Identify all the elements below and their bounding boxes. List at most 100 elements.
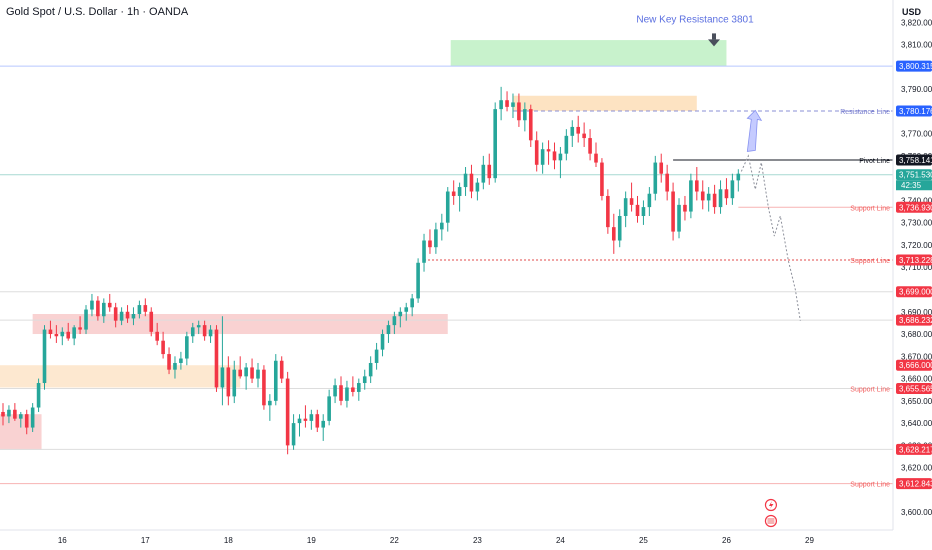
candles-layer: [1, 86, 741, 455]
candle-body: [629, 198, 634, 205]
time-axis[interactable]: 16 17 18 19 22 23 24 25 26 29: [0, 529, 893, 545]
candle-body: [13, 409, 17, 419]
candle-body: [36, 383, 41, 408]
price-badge-text: 3,780.176: [899, 107, 932, 116]
candle-body: [368, 362, 373, 377]
level-label: Support Line: [850, 482, 890, 489]
candle-body: [54, 334, 59, 337]
candle-body: [303, 418, 308, 421]
arrow-head: [708, 39, 721, 47]
candle-body: [256, 369, 260, 379]
candle-body: [416, 262, 420, 299]
candle-body: [683, 204, 687, 212]
candle-body: [250, 367, 254, 379]
candle-body: [404, 307, 409, 312]
candle-body: [611, 227, 616, 241]
candle-body: [161, 340, 165, 355]
candle-body: [410, 298, 414, 308]
candle-body: [339, 385, 343, 401]
candle-body: [185, 336, 189, 359]
candle-body: [202, 325, 207, 337]
countdown-badge: [896, 180, 932, 191]
levels-layer: Resistance Line Pivot Line Support Line Sup…: [0, 65, 893, 489]
candle-body: [131, 313, 136, 319]
candle-body: [552, 151, 557, 161]
price-badge: [896, 254, 932, 266]
candle-body: [730, 180, 735, 199]
candle-body: [113, 307, 118, 321]
price-badge-text: 3,751.530: [899, 171, 932, 180]
candle-body: [558, 153, 563, 161]
up-arrow-icon: [746, 109, 763, 152]
level-label: Support Line: [850, 258, 890, 265]
candle-body: [445, 191, 450, 223]
candle-body: [232, 369, 237, 397]
resistance-zone: [450, 40, 727, 67]
candle-body: [297, 418, 302, 424]
candle-body: [90, 300, 94, 310]
price-badge: [896, 154, 932, 166]
price-badge: [896, 443, 932, 455]
candle-body: [659, 162, 664, 174]
y-tick-label: 3,770.000: [901, 130, 932, 139]
price-badge-text: 3,666.000: [899, 361, 932, 370]
y-tick-label: 3,640.000: [901, 419, 932, 428]
x-tick-label: 29: [805, 536, 814, 545]
candle-body: [190, 327, 195, 337]
candle-body: [576, 126, 581, 134]
candle-body: [173, 362, 177, 370]
price-badge-text: 3,736.930: [899, 203, 932, 212]
price-badge: [896, 286, 932, 298]
candle-body: [48, 329, 53, 335]
chart-title: Gold Spot / U.S. Dollar · 1h · OANDA: [6, 6, 189, 18]
flash-glyph: [768, 501, 774, 509]
candle-body: [96, 300, 100, 317]
candle-body: [398, 311, 403, 317]
candle-body: [665, 173, 669, 192]
projection-path: [740, 154, 801, 321]
price-badge-text: 3,699.000: [899, 288, 932, 297]
x-tick-label: 17: [141, 536, 150, 545]
candle-body: [392, 316, 397, 326]
candle-body: [42, 329, 47, 384]
candle-body: [78, 327, 82, 330]
candle-body: [623, 198, 628, 217]
countdown-text: 42:35: [901, 181, 922, 190]
candle-body: [362, 376, 367, 384]
x-tick-label: 23: [473, 536, 482, 545]
event-icons[interactable]: [764, 498, 778, 528]
candle-body: [689, 180, 693, 212]
candle-body: [309, 414, 314, 421]
candle-body: [333, 385, 337, 397]
candle-body: [167, 354, 171, 370]
y-tick-label: 3,720.000: [901, 241, 932, 250]
candle-body: [606, 195, 610, 228]
annotation-text: New Key Resistance 3801: [636, 14, 754, 25]
candle-body: [671, 191, 675, 232]
price-badge-text: 3,758.141: [899, 156, 932, 165]
candle-body: [517, 102, 521, 121]
candle-body: [582, 133, 586, 139]
candle-body: [386, 325, 391, 335]
candle-body: [594, 153, 598, 163]
currency-label[interactable]: USD: [902, 7, 922, 17]
candle-body: [179, 358, 183, 363]
candle-body: [66, 331, 71, 339]
candle-body: [523, 109, 527, 121]
candle-body: [528, 109, 533, 141]
price-badge-text: 3,713.228: [899, 256, 932, 265]
y-tick-label: 3,690.000: [901, 308, 932, 317]
candle-body: [30, 407, 35, 428]
candle-body: [268, 400, 272, 406]
price-badges: 3,800.315 3,780.176 3,758.141 3,751.53042:3…: [896, 60, 932, 490]
candle-body: [226, 367, 231, 397]
candle-body: [119, 311, 124, 321]
candle-body: [653, 162, 658, 194]
candle-body: [700, 191, 705, 201]
candle-body: [208, 329, 213, 337]
candle-body: [475, 182, 480, 192]
x-tick-label: 24: [556, 536, 565, 545]
candle-body: [84, 309, 88, 330]
x-tick-label: 26: [722, 536, 731, 545]
